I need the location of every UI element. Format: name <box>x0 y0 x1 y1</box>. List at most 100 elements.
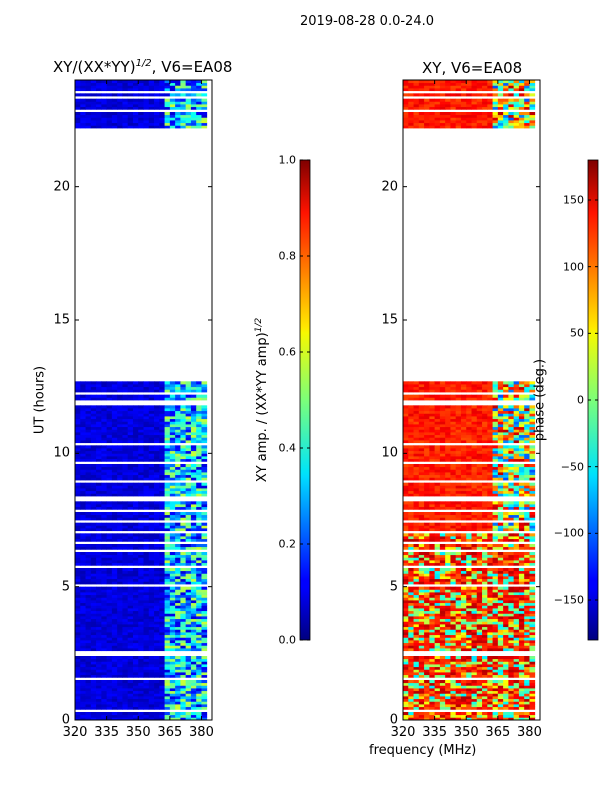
amplitude-heatmap-cell <box>80 560 86 564</box>
phase-heatmap-cell <box>460 581 467 585</box>
phase-heatmap-cell <box>476 608 483 612</box>
amplitude-heatmap-cell <box>117 525 123 529</box>
amplitude-heatmap-cell <box>201 634 208 638</box>
amplitude-heatmap-cell <box>164 557 171 561</box>
phase-heatmap-cell <box>413 632 420 636</box>
amplitude-heatmap-cell <box>159 618 165 622</box>
amplitude-heatmap-cell <box>96 624 102 628</box>
amplitude-heatmap-cell <box>90 490 97 494</box>
phase-heatmap-cell <box>455 672 462 676</box>
amplitude-heatmap-cell <box>148 437 155 441</box>
amplitude-heatmap-cell <box>132 122 139 126</box>
amplitude-heatmap-cell <box>154 104 160 108</box>
amplitude-heatmap-cell <box>101 637 108 641</box>
amplitude-heatmap-cell <box>148 669 155 673</box>
amplitude-heatmap-cell <box>185 621 192 625</box>
amplitude-heatmap-cell <box>169 714 176 718</box>
phase-heatmap-cell <box>429 544 436 548</box>
phase-heatmap-cell <box>482 717 488 720</box>
amplitude-heatmap-cell <box>96 464 102 468</box>
amplitude-heatmap-cell <box>90 538 97 542</box>
phase-heatmap-cell <box>434 501 441 505</box>
amplitude-heatmap-cell <box>117 474 123 478</box>
amplitude-heatmap-cell <box>143 472 150 476</box>
amplitude-heatmap-cell <box>132 546 139 550</box>
phase-heatmap-cell <box>455 570 462 574</box>
phase-heatmap-cell <box>524 613 530 617</box>
phase-heatmap-cell <box>403 658 409 662</box>
amplitude-heatmap-cell <box>175 546 181 550</box>
phase-heatmap-cell <box>487 477 493 481</box>
phase-heatmap-cell <box>450 504 457 508</box>
phase-heatmap-cell <box>487 482 493 486</box>
amplitude-heatmap-cell <box>148 93 155 97</box>
amplitude-heatmap-cell <box>80 384 86 388</box>
amplitude-heatmap-cell <box>180 493 187 497</box>
phase-heatmap-cell <box>466 589 472 593</box>
amplitude-heatmap-cell <box>132 554 139 558</box>
amplitude-heatmap-cell <box>85 546 92 550</box>
amplitude-heatmap-cell <box>138 602 144 606</box>
amplitude-heatmap-cell <box>159 533 165 537</box>
amplitude-heatmap-cell <box>132 490 139 494</box>
amplitude-heatmap-cell <box>201 93 208 97</box>
phase-heatmap-cell <box>529 602 536 606</box>
phase-heatmap-cell <box>466 562 472 566</box>
amplitude-heatmap-cell <box>143 117 150 121</box>
phase-heatmap-cell <box>429 512 436 516</box>
phase-heatmap-cell <box>492 589 499 593</box>
amplitude-heatmap-cell <box>180 120 187 124</box>
phase-heatmap-cell <box>513 664 520 668</box>
amplitude-heatmap-cell <box>90 488 97 492</box>
amplitude-heatmap-cell <box>80 586 86 590</box>
phase-heatmap-cell <box>403 672 409 676</box>
phase-heatmap-cell <box>476 517 483 521</box>
phase-heatmap-cell <box>413 576 420 580</box>
amplitude-heatmap-cell <box>154 98 160 102</box>
phase-heatmap-cell <box>418 573 425 577</box>
phase-heatmap-cell <box>424 696 430 700</box>
amplitude-heatmap-cell <box>117 493 123 497</box>
amplitude-heatmap-cell <box>164 717 171 720</box>
amplitude-heatmap-cell <box>180 410 187 414</box>
amplitude-heatmap-cell <box>148 466 155 470</box>
amplitude-heatmap-cell <box>106 666 113 670</box>
phase-heatmap-cell <box>518 669 525 673</box>
amplitude-heatmap-cell <box>169 592 176 596</box>
amplitude-heatmap-cell <box>175 474 181 478</box>
phase-heatmap-cell <box>418 536 425 540</box>
phase-heatmap-cell <box>418 626 425 630</box>
phase-heatmap-cell <box>434 640 441 644</box>
amplitude-heatmap-cell <box>80 440 86 444</box>
amplitude-heatmap-cell <box>117 717 123 720</box>
phase-heatmap-cell <box>492 560 499 564</box>
phase-heatmap-cell <box>403 669 409 673</box>
amplitude-heatmap-cell <box>111 504 118 508</box>
phase-heatmap-cell <box>508 592 515 596</box>
phase-heatmap-cell <box>455 533 462 537</box>
phase-heatmap-cell <box>513 690 520 694</box>
amplitude-heatmap-cell <box>143 632 150 636</box>
amplitude-heatmap-cell <box>159 536 165 540</box>
phase-heatmap-cell <box>508 693 515 697</box>
amplitude-heatmap-cell <box>138 506 144 510</box>
phase-heatmap-cell <box>471 605 478 609</box>
amplitude-heatmap-cell <box>96 618 102 622</box>
amplitude-heatmap-cell <box>190 98 197 102</box>
phase-heatmap-cell <box>403 552 409 556</box>
amplitude-heatmap-cell <box>127 560 134 564</box>
amplitude-heatmap-cell <box>148 458 155 462</box>
amplitude-heatmap-cell <box>117 578 123 582</box>
phase-heatmap-cell <box>429 525 436 529</box>
amplitude-heatmap-cell <box>75 717 81 720</box>
phase-heatmap-cell <box>492 624 499 628</box>
phase-heatmap-cell <box>482 706 488 710</box>
phase-heatmap-cell <box>424 488 430 492</box>
phase-heatmap-cell <box>518 504 525 508</box>
amplitude-heatmap-cell <box>154 512 160 516</box>
phase-heatmap-cell <box>476 640 483 644</box>
amplitude-heatmap-cell <box>111 645 118 649</box>
phase-heatmap-cell <box>413 528 420 532</box>
phase-heatmap-cell <box>408 626 414 630</box>
amplitude-heatmap-cell <box>90 413 97 417</box>
